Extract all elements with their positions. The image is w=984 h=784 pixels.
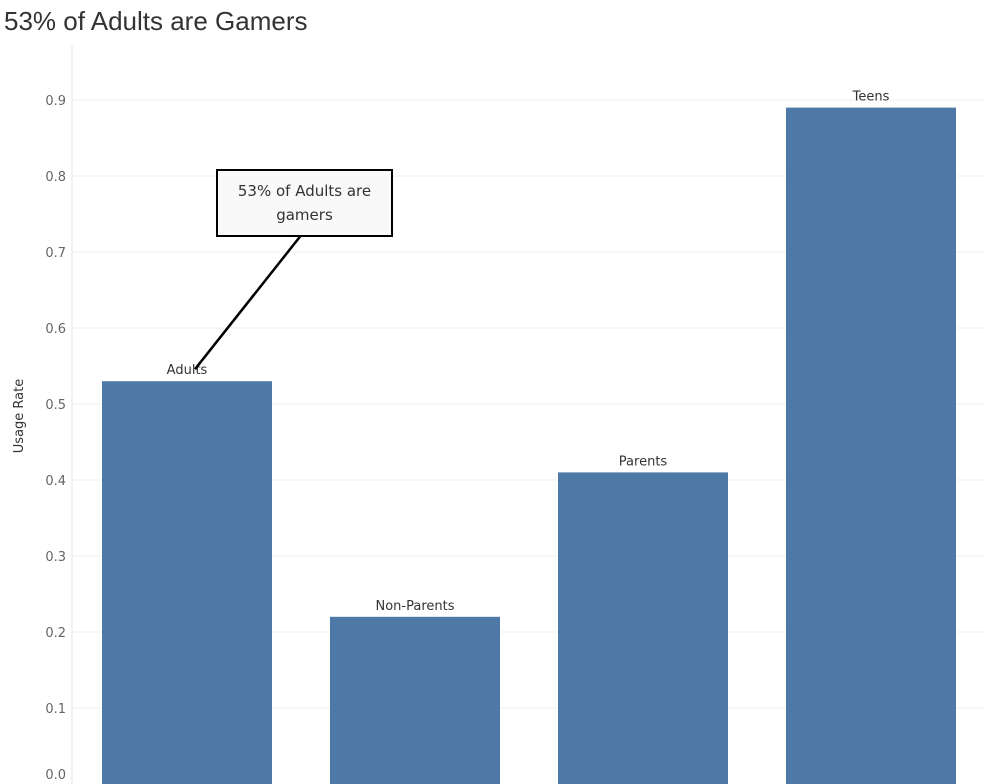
bars	[102, 107, 956, 784]
bar-label: Teens	[852, 90, 890, 105]
y-tick-label: 0.7	[45, 246, 66, 261]
y-tick-label: 0.9	[45, 94, 66, 109]
y-tick-label: 0.8	[45, 170, 66, 185]
y-tick-label: 0.6	[45, 322, 66, 337]
bar-parents[interactable]	[558, 472, 728, 784]
chart-title: 53% of Adults are Gamers	[4, 6, 308, 36]
y-axis-ticks: 0.0 0.1 0.2 0.3 0.4 0.5 0.6 0.7 0.8 0.9	[45, 94, 66, 783]
bar-label: Non-Parents	[376, 599, 455, 614]
y-tick-label: 0.4	[45, 474, 66, 489]
bar-non-parents[interactable]	[330, 616, 500, 784]
annotation-box: 53% of Adults are gamers	[216, 169, 393, 237]
y-axis-label: Usage Rate	[12, 379, 27, 453]
annotation-text: 53% of Adults are gamers	[237, 182, 372, 224]
bar-teens[interactable]	[786, 107, 956, 784]
bar-label: Adults	[167, 363, 208, 378]
bar-labels: Adults Non-Parents Parents Teens	[167, 90, 890, 614]
annotation-leader-line	[194, 235, 302, 370]
y-tick-label: 0.2	[45, 626, 66, 641]
bar-label: Parents	[619, 454, 668, 469]
y-tick-label: 0.0	[45, 768, 66, 783]
y-tick-label: 0.5	[45, 398, 66, 413]
y-tick-label: 0.3	[45, 550, 66, 565]
bar-adults[interactable]	[102, 381, 272, 784]
y-tick-label: 0.1	[45, 702, 66, 717]
